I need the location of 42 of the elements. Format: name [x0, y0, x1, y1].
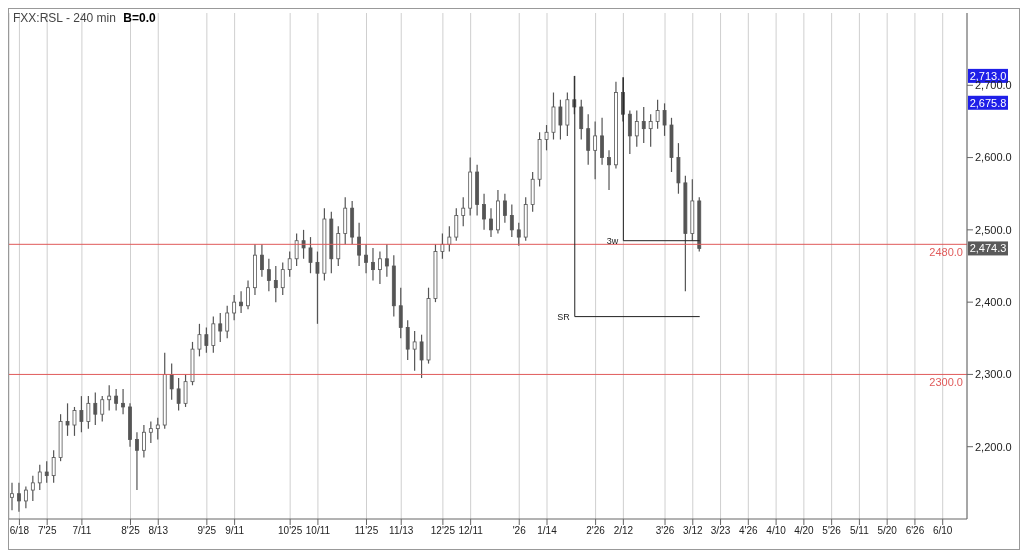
x-tick-label: 4/10	[766, 525, 787, 537]
x-tick-label: 2/12	[613, 525, 634, 537]
annotation: 2,474.3	[969, 242, 1007, 255]
y-tick-label: 2,200.0	[975, 440, 1012, 453]
x-tick-label: 5/11	[850, 525, 870, 537]
x-tick-label: 8'25	[121, 525, 141, 537]
x-tick-label: 4/20	[794, 525, 815, 537]
x-tick-label: 6/10	[932, 525, 953, 537]
y-tick-label: 2,500.0	[975, 223, 1012, 236]
x-tick-label: 6'26	[905, 525, 925, 537]
y-tick-label: 2,400.0	[975, 296, 1012, 309]
x-tick-label: 3'26	[655, 525, 675, 537]
x-tick-label: 11'25	[354, 525, 379, 537]
x-tick-label: 5'26	[822, 525, 842, 537]
x-tick-label: 12'25	[430, 525, 456, 537]
y-tick-label: 2,600.0	[975, 151, 1012, 164]
x-tick-label: 3/23	[710, 525, 731, 537]
chart-title: FXX:RSL - 240 min	[13, 11, 116, 25]
x-tick-label: '26	[512, 525, 527, 537]
annotation: 2,713.0	[969, 69, 1007, 82]
ref-line-label: SR	[557, 311, 571, 322]
x-tick-label: 12/11	[458, 525, 484, 537]
chart-subtitle: B=0.0	[123, 11, 156, 25]
x-tick-label: 9/11	[225, 525, 245, 537]
annotation: 2,675.8	[969, 96, 1007, 109]
x-tick-label: 6/18	[9, 525, 30, 537]
ref-line-label: 3w	[606, 235, 619, 246]
ref-line-label: 2300.0	[929, 376, 963, 389]
x-tick-label: 5/20	[877, 525, 898, 537]
x-tick-label: 7'25	[37, 525, 57, 537]
x-tick-label: 10/11	[305, 525, 331, 537]
x-tick-label: 2'26	[586, 525, 606, 537]
x-tick-label: 1/14	[537, 525, 558, 537]
y-tick-label: 2,300.0	[975, 368, 1012, 381]
x-tick-label: 3/12	[683, 525, 703, 537]
x-tick-label: 11/13	[389, 525, 414, 537]
x-tick-label: 9'25	[197, 525, 217, 537]
x-tick-label: 7/11	[72, 525, 92, 537]
x-tick-label: 10'25	[278, 525, 303, 537]
x-tick-label: 8/13	[148, 525, 169, 537]
x-tick-label: 4'26	[739, 525, 759, 537]
ref-line-label: 2480.0	[929, 246, 963, 259]
